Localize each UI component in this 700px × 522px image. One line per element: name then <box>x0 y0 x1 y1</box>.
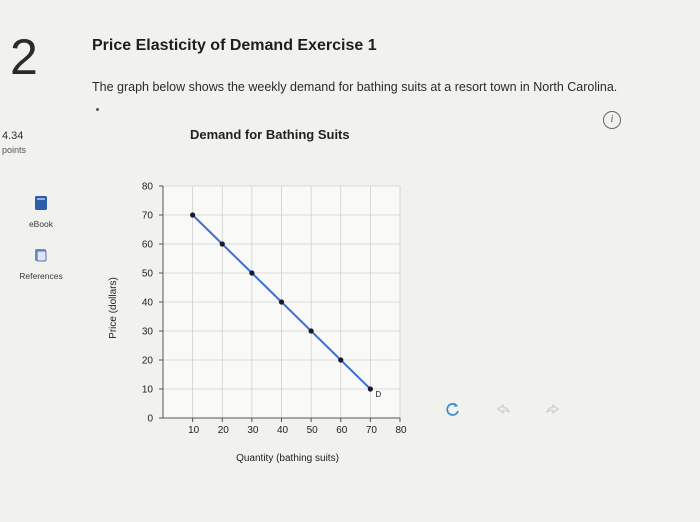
y-axis-label: Price (dollars) <box>108 277 119 339</box>
x-tick-label: 80 <box>395 425 407 436</box>
info-icon[interactable]: i <box>603 111 621 129</box>
demand-point <box>190 212 196 218</box>
x-axis-label: Quantity (bathing suits) <box>236 453 339 464</box>
points-label: points <box>2 145 27 155</box>
x-tick-label: 30 <box>247 425 259 436</box>
demand-point <box>338 357 344 363</box>
demand-point <box>278 299 285 305</box>
x-tick-label: 70 <box>366 425 378 436</box>
x-tick-label: 20 <box>218 425 230 436</box>
y-tick-label: 10 <box>142 385 154 396</box>
x-tick-label: 50 <box>307 425 319 436</box>
x-tick-label: 10 <box>188 425 200 436</box>
sidebar-item-label: eBook <box>28 219 54 229</box>
points-value: 4.34 <box>2 130 24 142</box>
demand-point <box>219 241 225 247</box>
x-tick-label: 60 <box>336 425 348 436</box>
redo-icon[interactable] <box>544 400 562 418</box>
y-tick-label: 50 <box>142 269 154 280</box>
demand-point <box>249 270 255 276</box>
x-tick-label: 40 <box>277 425 289 436</box>
y-tick-label: 20 <box>142 356 154 367</box>
question-number: 2 <box>10 29 38 85</box>
sidebar-item-references[interactable]: References <box>6 247 76 281</box>
y-tick-label: 70 <box>142 211 154 222</box>
question-title: Price Elasticity of Demand Exercise 1 <box>92 37 377 54</box>
demand-point <box>308 328 314 334</box>
series-label: D <box>375 390 381 399</box>
references-icon <box>35 249 47 262</box>
sidebar-item-label: References <box>19 271 63 281</box>
reset-icon[interactable] <box>444 400 462 418</box>
bullet-dot <box>96 108 99 111</box>
y-tick-label: 0 <box>147 414 153 425</box>
demand-point <box>367 386 373 392</box>
y-tick-label: 40 <box>142 298 154 309</box>
undo-icon[interactable] <box>494 400 512 418</box>
y-tick-label: 60 <box>142 240 154 251</box>
y-tick-label: 30 <box>142 327 154 338</box>
y-tick-label: 80 <box>142 182 154 193</box>
chart-title: Demand for Bathing Suits <box>190 127 350 142</box>
sidebar-item-ebook[interactable]: eBook <box>6 195 76 229</box>
graph-toolbar <box>440 400 580 420</box>
book-icon <box>35 196 47 210</box>
question-description: The graph below shows the weekly demand … <box>92 80 618 94</box>
